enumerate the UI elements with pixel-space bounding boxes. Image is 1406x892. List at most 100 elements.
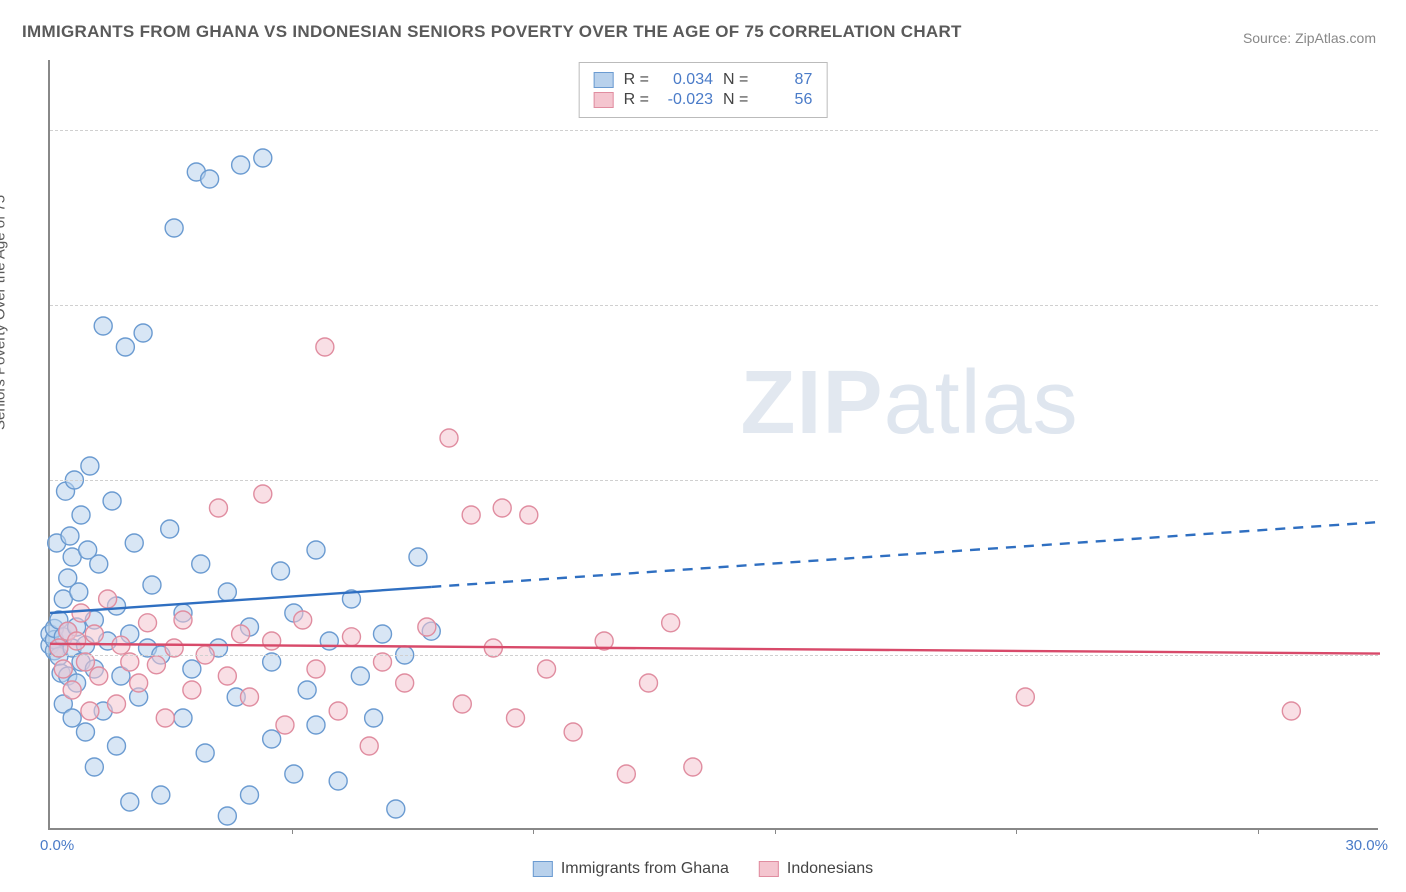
- scatter-point: [85, 625, 103, 643]
- scatter-point: [218, 807, 236, 825]
- scatter-point: [351, 667, 369, 685]
- swatch-icon: [594, 92, 614, 108]
- scatter-point: [276, 716, 294, 734]
- source-label: Source: ZipAtlas.com: [1243, 30, 1376, 46]
- scatter-point: [232, 156, 250, 174]
- x-tick-mark: [533, 828, 534, 834]
- y-axis-label: Seniors Poverty Over the Age of 75: [0, 195, 9, 430]
- scatter-point: [453, 695, 471, 713]
- scatter-point: [61, 527, 79, 545]
- scatter-point: [174, 709, 192, 727]
- scatter-point: [103, 492, 121, 510]
- scatter-point: [72, 506, 90, 524]
- scatter-point: [201, 170, 219, 188]
- scatter-point: [161, 520, 179, 538]
- legend-stats-row: R = 0.034 N = 87: [594, 71, 813, 89]
- scatter-point: [662, 614, 680, 632]
- plot-area: ZIPatlas 0.0% 30.0% 12.5%25.0%37.5%50.0%: [48, 60, 1378, 830]
- scatter-point: [418, 618, 436, 636]
- scatter-point: [298, 681, 316, 699]
- scatter-point: [121, 793, 139, 811]
- legend-item: Indonesians: [759, 860, 873, 878]
- x-tick-mark: [1016, 828, 1017, 834]
- scatter-point: [294, 611, 312, 629]
- scatter-point: [108, 737, 126, 755]
- gridline: [50, 655, 1378, 656]
- y-tick-label: 37.5%: [1398, 297, 1406, 314]
- scatter-point: [139, 614, 157, 632]
- scatter-point: [462, 506, 480, 524]
- x-axis-end-label: 30.0%: [1345, 837, 1388, 854]
- scatter-point: [116, 338, 134, 356]
- scatter-point: [241, 786, 259, 804]
- scatter-point: [63, 681, 81, 699]
- swatch-icon: [594, 72, 614, 88]
- scatter-point: [183, 660, 201, 678]
- scatter-point: [99, 590, 117, 608]
- scatter-point: [440, 429, 458, 447]
- legend-stats: R = 0.034 N = 87 R = -0.023 N = 56: [579, 62, 828, 118]
- scatter-point: [254, 485, 272, 503]
- gridline: [50, 480, 1378, 481]
- scatter-point: [130, 674, 148, 692]
- scatter-point: [81, 457, 99, 475]
- legend-stats-row: R = -0.023 N = 56: [594, 91, 813, 109]
- swatch-icon: [533, 861, 553, 877]
- legend-item-label: Indonesians: [787, 860, 873, 878]
- scatter-point: [617, 765, 635, 783]
- scatter-point: [156, 709, 174, 727]
- scatter-point: [1282, 702, 1300, 720]
- swatch-icon: [759, 861, 779, 877]
- x-axis-start-label: 0.0%: [40, 837, 74, 854]
- scatter-point: [152, 786, 170, 804]
- y-tick-label: 25.0%: [1398, 472, 1406, 489]
- y-tick-label: 50.0%: [1398, 122, 1406, 139]
- scatter-point: [1016, 688, 1034, 706]
- legend-item-label: Immigrants from Ghana: [561, 860, 729, 878]
- scatter-point: [538, 660, 556, 678]
- scatter-point: [263, 730, 281, 748]
- scatter-point: [143, 576, 161, 594]
- scatter-point: [81, 702, 99, 720]
- chart-svg: [50, 60, 1378, 828]
- scatter-point: [218, 583, 236, 601]
- scatter-point: [684, 758, 702, 776]
- scatter-point: [108, 695, 126, 713]
- scatter-point: [307, 541, 325, 559]
- scatter-point: [263, 632, 281, 650]
- y-tick-label: 12.5%: [1398, 647, 1406, 664]
- scatter-point: [70, 583, 88, 601]
- legend-series: Immigrants from Ghana Indonesians: [533, 860, 873, 878]
- scatter-point: [90, 667, 108, 685]
- scatter-point: [254, 149, 272, 167]
- scatter-point: [520, 506, 538, 524]
- scatter-point: [232, 625, 250, 643]
- scatter-point: [329, 702, 347, 720]
- scatter-point: [85, 758, 103, 776]
- scatter-point: [90, 555, 108, 573]
- scatter-point: [272, 562, 290, 580]
- scatter-point: [507, 709, 525, 727]
- scatter-point: [329, 772, 347, 790]
- gridline: [50, 130, 1378, 131]
- scatter-point: [76, 723, 94, 741]
- scatter-point: [183, 681, 201, 699]
- x-tick-mark: [1258, 828, 1259, 834]
- scatter-point: [165, 219, 183, 237]
- scatter-point: [241, 688, 259, 706]
- scatter-point: [374, 625, 392, 643]
- chart-title: IMMIGRANTS FROM GHANA VS INDONESIAN SENI…: [22, 22, 962, 42]
- scatter-point: [360, 737, 378, 755]
- scatter-point: [365, 709, 383, 727]
- scatter-point: [134, 324, 152, 342]
- scatter-point: [174, 611, 192, 629]
- scatter-point: [316, 338, 334, 356]
- scatter-point: [342, 628, 360, 646]
- x-tick-mark: [292, 828, 293, 834]
- scatter-point: [396, 674, 414, 692]
- scatter-point: [54, 660, 72, 678]
- scatter-point: [320, 632, 338, 650]
- scatter-point: [218, 667, 236, 685]
- trend-line-solid: [50, 644, 1380, 654]
- scatter-point: [307, 716, 325, 734]
